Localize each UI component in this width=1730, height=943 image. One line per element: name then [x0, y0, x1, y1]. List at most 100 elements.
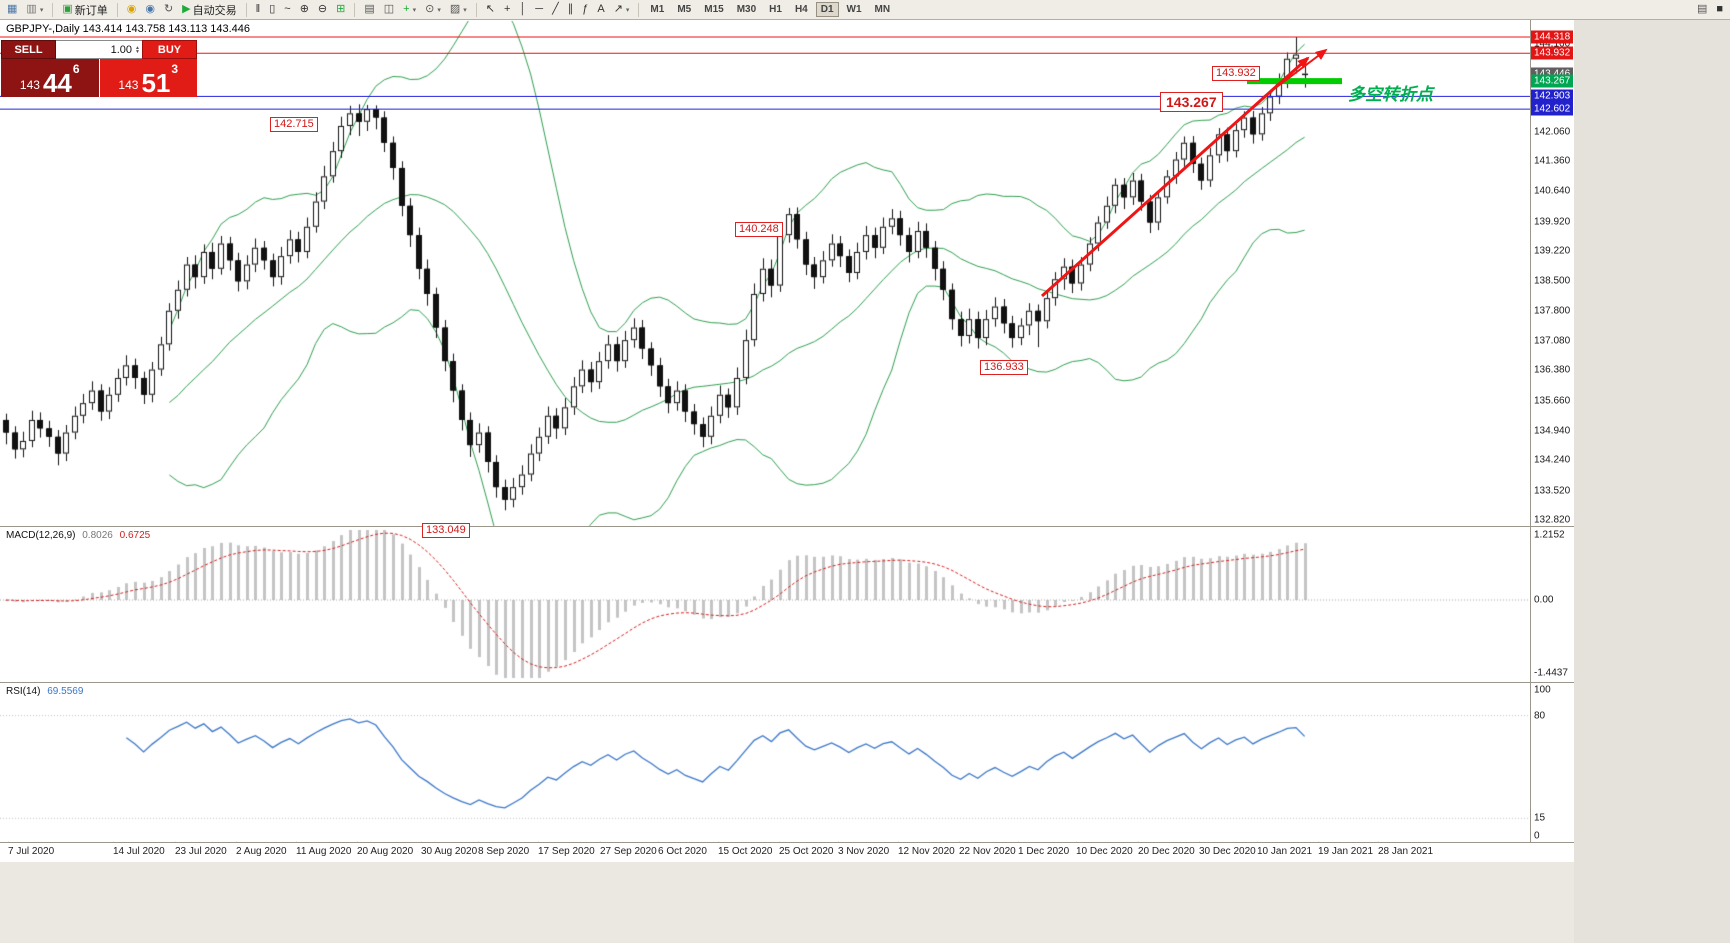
- time-axis-label: 12 Nov 2020: [898, 846, 955, 857]
- text-button[interactable]: A: [593, 1, 608, 18]
- panel-separator-macd-rsi[interactable]: [0, 682, 1574, 683]
- profiles-icon: ▥: [26, 3, 37, 15]
- crosshair-button[interactable]: +: [500, 1, 514, 18]
- arrows-button[interactable]: ↗ ▾: [610, 1, 634, 18]
- fibonacci-button[interactable]: ƒ: [578, 1, 592, 18]
- price-axis-label: 139.220: [1534, 245, 1571, 257]
- price-annotation-142715[interactable]: 142.715: [270, 117, 318, 132]
- cursor-button[interactable]: ↖: [482, 1, 499, 18]
- bottom-empty-panel: [0, 862, 1574, 943]
- time-axis-label: 25 Oct 2020: [779, 846, 834, 857]
- turning-point-note[interactable]: 多空转折点: [1348, 85, 1433, 104]
- autotrading-button-label: 自动交易: [192, 4, 237, 17]
- new-order-button[interactable]: ▣ 新订单: [58, 1, 111, 18]
- time-axis[interactable]: [0, 842, 1574, 862]
- ask-price-point: 3: [171, 62, 179, 76]
- spinner-up-icon[interactable]: ▲: [135, 44, 140, 51]
- funds-icon-button[interactable]: ◉: [123, 1, 141, 18]
- profiles-button[interactable]: ▥ ▾: [22, 1, 47, 18]
- arrange-windows-icon: ▤: [364, 3, 375, 15]
- price-annotation-143932[interactable]: 143.932: [1212, 66, 1260, 81]
- templates-button[interactable]: ▨ ▾: [446, 1, 471, 18]
- price-axis-label: 137.080: [1534, 335, 1571, 347]
- price-annotation-143267[interactable]: 143.267: [1160, 92, 1223, 112]
- timeframe-m5-button[interactable]: M5: [672, 2, 696, 17]
- cascade-windows-icon: ◫: [383, 3, 395, 15]
- price-axis-label: 138.500: [1534, 275, 1571, 287]
- zoom-out-button[interactable]: ⊖: [314, 1, 331, 18]
- timeframe-mn-button[interactable]: MN: [870, 2, 896, 17]
- price-annotation-140248[interactable]: 140.248: [735, 222, 783, 237]
- price-axis-label: 137.800: [1534, 305, 1571, 317]
- panel-separator-main-macd[interactable]: [0, 526, 1574, 527]
- rsi-axis-label: 100: [1534, 684, 1551, 696]
- timeframe-h1-button[interactable]: H1: [764, 2, 787, 17]
- channel-button[interactable]: ∥: [564, 1, 578, 18]
- one-click-trading-panel: SELL 1.00 ▲ ▼ BUY 143 44 6 143: [1, 40, 197, 97]
- spinner-down-icon[interactable]: ▼: [135, 48, 140, 55]
- price-axis[interactable]: [1531, 20, 1574, 842]
- rsi-axis-label: 15: [1534, 812, 1546, 824]
- dropdown-arrow-icon: ▾: [437, 6, 441, 14]
- periods-button[interactable]: ⊙ ▾: [421, 1, 445, 18]
- time-axis-label: 1 Dec 2020: [1018, 846, 1070, 857]
- price-annotation-136933[interactable]: 136.933: [980, 360, 1028, 375]
- volume-field[interactable]: 1.00 ▲ ▼: [56, 40, 142, 59]
- time-axis-label: 6 Oct 2020: [658, 846, 707, 857]
- toolbar-separator: [116, 2, 118, 17]
- time-axis-label: 7 Jul 2020: [8, 846, 55, 857]
- price-chart-canvas[interactable]: [0, 20, 1730, 943]
- news-panel-button[interactable]: ▤: [1693, 1, 1711, 18]
- price-axis-label: 136.380: [1534, 364, 1571, 376]
- sidebar-toggle-button[interactable]: ■: [1712, 1, 1727, 18]
- autotrading-icon: ▶: [182, 3, 191, 15]
- dropdown-arrow-icon: ▾: [463, 6, 467, 14]
- news-panel-icon: ▤: [1696, 3, 1708, 15]
- bar-chart-icon: ‖: [255, 3, 261, 15]
- indicators-icon: +: [403, 3, 410, 15]
- dropdown-arrow-icon: ▾: [39, 6, 44, 14]
- zoom-in-button[interactable]: ⊕: [296, 1, 313, 18]
- trendline-button[interactable]: ╱: [548, 1, 563, 18]
- bar-chart-button[interactable]: ‖: [252, 1, 265, 18]
- candlestick-chart-button[interactable]: ▯: [265, 1, 279, 18]
- timeframe-w1-button[interactable]: W1: [842, 2, 867, 17]
- time-axis-label: 27 Sep 2020: [600, 846, 657, 857]
- vertical-line-button[interactable]: │: [515, 1, 530, 18]
- account-icon-button[interactable]: ◉: [141, 1, 159, 18]
- sidebar-toggle-icon: ■: [1716, 3, 1723, 15]
- horizontal-line-button[interactable]: ─: [531, 1, 547, 18]
- arrange-windows-button[interactable]: ▤: [360, 1, 378, 18]
- timeframe-m30-button[interactable]: M30: [732, 2, 761, 17]
- ask-price-main: 51: [141, 68, 171, 98]
- crosshair-icon: +: [503, 3, 511, 15]
- tile-windows-button[interactable]: ⊞: [332, 1, 349, 18]
- new-chart-button[interactable]: ▦: [3, 1, 21, 18]
- rsi-indicator-label: RSI(14) 69.5569: [6, 686, 83, 697]
- timeframe-h4-button[interactable]: H4: [790, 2, 813, 17]
- indicators-button[interactable]: + ▾: [399, 1, 420, 18]
- price-annotation-133049[interactable]: 133.049: [422, 523, 470, 538]
- buy-price-display[interactable]: 143 51 3: [99, 59, 197, 98]
- new-order-icon: ▣: [62, 3, 73, 15]
- ask-price-prefix: 143: [118, 78, 139, 92]
- sell-price-display[interactable]: 143 44 6: [1, 59, 100, 97]
- new-chart-icon: ▦: [7, 3, 18, 15]
- time-axis-label: 10 Dec 2020: [1076, 846, 1133, 857]
- timeframe-d1-button[interactable]: D1: [815, 2, 839, 17]
- zoom-in-icon: ⊕: [299, 3, 309, 15]
- timeframe-m15-button[interactable]: M15: [699, 2, 728, 17]
- rsi-value: 69.5569: [47, 686, 84, 697]
- sell-button[interactable]: SELL: [1, 40, 56, 59]
- bid-price-prefix: 143: [19, 78, 40, 92]
- volume-spinner[interactable]: ▲ ▼: [135, 44, 140, 55]
- text-icon: A: [597, 3, 605, 15]
- timeframe-m1-button[interactable]: M1: [645, 2, 669, 17]
- cascade-windows-button[interactable]: ◫: [380, 1, 398, 18]
- line-chart-button[interactable]: ~: [280, 1, 294, 18]
- autotrading-button[interactable]: ▶ 自动交易: [178, 1, 240, 18]
- buy-button[interactable]: BUY: [142, 40, 197, 59]
- refresh-icon-button[interactable]: ↻: [160, 1, 177, 18]
- panel-separator-rsi-axis[interactable]: [0, 842, 1574, 843]
- price-marker-142903: 142.903: [1531, 89, 1574, 103]
